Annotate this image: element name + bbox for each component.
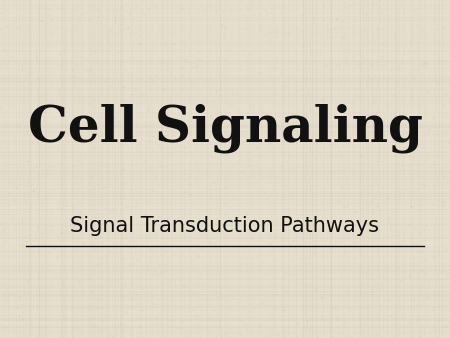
Text: Signal Transduction Pathways: Signal Transduction Pathways: [71, 216, 379, 237]
Text: Cell Signaling: Cell Signaling: [27, 104, 423, 153]
